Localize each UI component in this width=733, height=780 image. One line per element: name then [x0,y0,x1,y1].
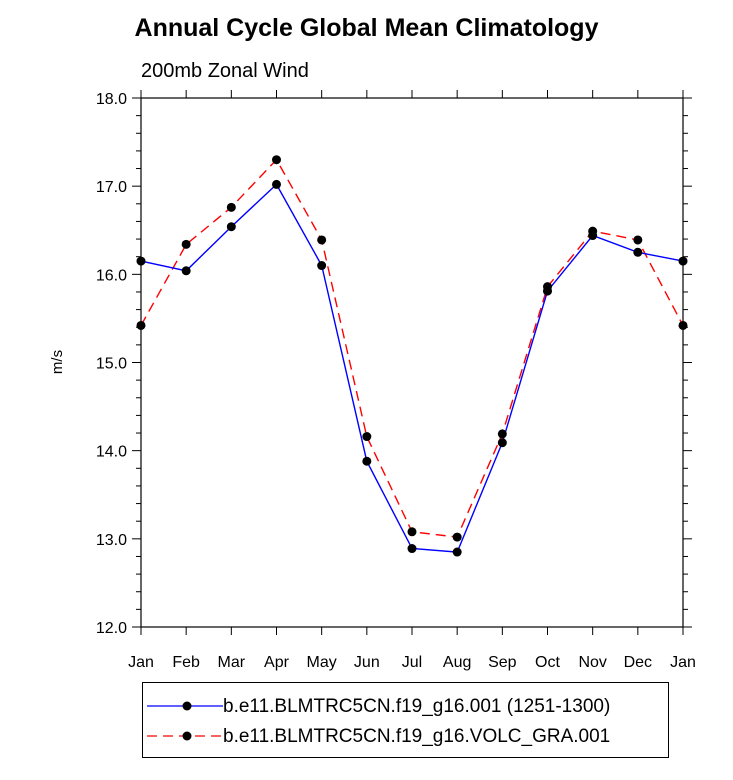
y-tick-label: 15.0 [96,356,127,373]
series-1-point [226,222,236,232]
axes-layer: 12.0 13.0 14.0 15.0 16.0 17.0 18.0 Jan Feb Mar Apr… [96,90,696,671]
series-2-point [497,429,507,439]
series-1-point [452,547,462,557]
series-line-2 [140,158,684,538]
series-2-point [588,226,598,236]
series-2-point [272,155,281,165]
series-2-point [317,235,327,245]
y-tick-label: 18.0 [96,91,127,108]
series-2-point [136,320,146,330]
series-1-point [678,256,688,266]
x-tick-label: Sep [488,654,517,671]
x-tick-label: Dec [624,654,652,671]
x-tick-label: May [307,654,337,671]
series-1-point [317,261,327,271]
series-2-point [543,282,552,292]
line-chart: 12.0 13.0 14.0 15.0 16.0 17.0 18.0 Jan Feb Mar Apr… [49,90,696,671]
legend-entry-2: b.e11.BLMTRC5CN.f19_g16.VOLC_GRA.001 [143,723,668,753]
legend: b.e11.BLMTRC5CN.f19_g16.001 (1251-1300) … [142,682,669,758]
x-tick-label: Oct [535,654,560,671]
y-tick-label: 16.0 [96,267,127,284]
chart-title: Annual Cycle Global Mean Climatology [134,14,599,42]
series-2-point [226,202,236,212]
series-1-point [362,456,372,466]
x-tick-label: Jan [670,654,696,671]
series-2-point [362,432,372,442]
series-2-point [452,532,462,542]
legend-label-2: b.e11.BLMTRC5CN.f19_g16.VOLC_GRA.001 [223,726,611,747]
y-axis-label: m/s [49,350,66,374]
series-1-point [136,256,146,266]
series-2-point [407,527,417,537]
legend-entry-1: b.e11.BLMTRC5CN.f19_g16.001 (1251-1300) [143,693,668,723]
series-1-point [497,438,507,448]
series-1-point [272,179,281,189]
x-tick-label: Aug [443,654,471,671]
x-tick-label: Jul [402,654,422,671]
series-2-point [678,320,688,330]
y-tick-label: 14.0 [96,444,127,461]
x-tick-label: Jan [128,654,154,671]
series-1-point [407,544,417,554]
y-tick-label: 12.0 [96,620,127,637]
y-tick-label: 17.0 [96,179,127,196]
series-1-point [633,247,643,257]
x-tick-label: Nov [578,654,606,671]
series-layer [136,155,688,557]
y-tick-label: 13.0 [96,532,127,549]
chart-subtitle: 200mb Zonal Wind [141,60,309,82]
x-tick-label: Apr [264,654,290,671]
series-2-point [181,239,191,249]
series-1-point [181,266,191,276]
legend-line-solid-icon [147,701,223,711]
x-tick-label: Jun [354,654,380,671]
legend-label-1: b.e11.BLMTRC5CN.f19_g16.001 (1251-1300) [223,696,611,717]
series-line-1 [140,183,684,553]
series-2-point [633,235,643,245]
x-tick-label: Feb [172,654,200,671]
legend-line-dashed-icon [147,731,223,741]
x-tick-label: Mar [218,654,246,671]
